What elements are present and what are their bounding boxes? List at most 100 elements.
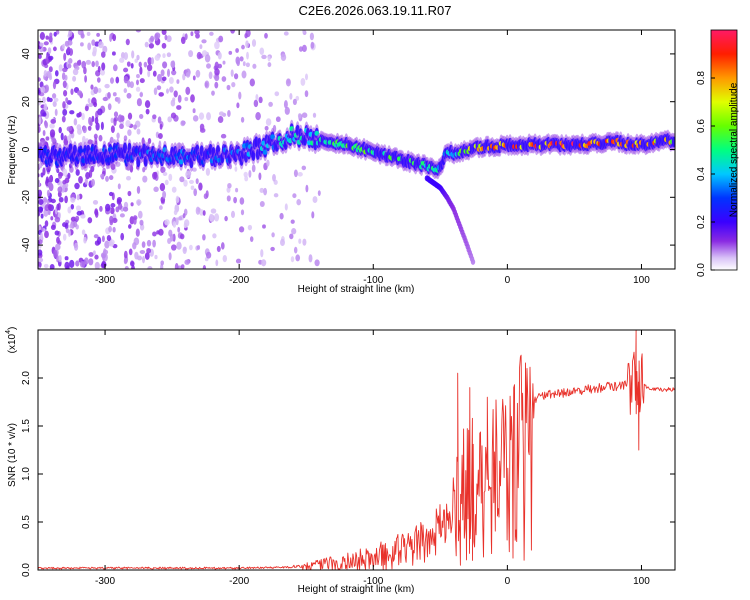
noise-speckle: [304, 73, 309, 81]
noise-speckle: [230, 30, 235, 34]
noise-speckle: [255, 111, 261, 121]
noise-speckle: [135, 30, 142, 33]
noise-speckle: [272, 173, 276, 182]
noise-speckle: [79, 261, 86, 268]
noise-speckle: [42, 112, 47, 117]
noise-speckle: [62, 67, 68, 73]
noise-speckle: [88, 258, 94, 266]
noise-speckle: [50, 224, 56, 231]
noise-speckle: [287, 79, 290, 84]
noise-speckle: [238, 226, 245, 233]
noise-speckle: [135, 86, 141, 92]
noise-speckle: [141, 241, 146, 248]
snr-panel: -300 -200 -100 0 100 0.0 0.5 1.0 1.5 2.0 Height …: [5, 327, 676, 595]
noise-speckle: [93, 133, 98, 140]
noise-speckle: [45, 136, 50, 141]
noise-speckle: [139, 92, 143, 97]
noise-speckle: [161, 30, 167, 35]
noise-speckle: [153, 186, 159, 193]
noise-speckle: [104, 203, 111, 212]
noise-speckle: [94, 254, 99, 260]
noise-speckle: [248, 170, 252, 178]
noise-speckle: [283, 100, 288, 109]
noise-speckle: [119, 57, 125, 63]
noise-speckle: [84, 75, 88, 83]
noise-speckle: [85, 59, 92, 65]
noise-speckle: [123, 258, 128, 265]
noise-speckle: [157, 132, 163, 140]
noise-speckle: [170, 112, 177, 119]
noise-speckle: [137, 210, 143, 219]
noise-speckle: [301, 165, 307, 171]
noise-speckle: [38, 53, 42, 60]
noise-speckle: [63, 89, 68, 97]
noise-speckle: [80, 42, 84, 47]
noise-speckle: [247, 224, 253, 231]
svg-text:(x104): (x104): [5, 327, 18, 354]
noise-speckle: [38, 249, 43, 256]
noise-speckle: [193, 188, 198, 197]
noise-speckle: [280, 53, 287, 62]
noise-speckle: [106, 234, 112, 242]
noise-speckle: [80, 33, 85, 39]
noise-speckle: [170, 60, 176, 68]
noise-speckle: [64, 261, 70, 269]
noise-speckle: [295, 95, 300, 101]
noise-speckle: [273, 193, 279, 198]
y-tick-label: 0: [21, 146, 32, 152]
noise-speckle: [314, 259, 320, 267]
noise-speckle: [119, 213, 125, 218]
noise-speckle: [75, 169, 80, 176]
noise-speckle: [86, 31, 91, 36]
noise-speckle: [138, 61, 142, 68]
noise-speckle: [110, 117, 114, 124]
noise-speckle: [112, 34, 117, 42]
noise-speckle: [162, 190, 167, 199]
noise-speckle: [88, 102, 94, 108]
noise-speckle: [144, 252, 150, 260]
noise-speckle: [159, 205, 163, 210]
noise-speckle: [108, 191, 114, 197]
ridge-core: [78, 148, 84, 154]
noise-speckle: [117, 114, 123, 123]
spectrogram-x-label: Height of straight line (km): [298, 284, 415, 295]
noise-speckle: [184, 33, 188, 40]
noise-speckle: [296, 199, 302, 206]
noise-speckle: [58, 126, 62, 134]
noise-speckle: [115, 76, 120, 84]
noise-speckle: [239, 56, 244, 62]
noise-speckle: [258, 172, 262, 181]
noise-speckle: [116, 132, 120, 139]
noise-speckle: [113, 111, 119, 118]
noise-speckle: [175, 195, 180, 204]
noise-speckle: [226, 195, 231, 202]
noise-speckle: [53, 249, 58, 258]
noise-speckle: [139, 249, 146, 255]
noise-speckle: [69, 259, 75, 268]
snr-x-label: Height of straight line (km): [298, 584, 415, 595]
noise-speckle: [176, 241, 182, 250]
x-tick-label: 100: [633, 275, 650, 286]
noise-speckle: [112, 217, 118, 224]
noise-speckle: [38, 266, 41, 269]
noise-speckle: [43, 263, 49, 269]
noise-speckle: [305, 184, 309, 193]
noise-speckle: [64, 256, 69, 261]
noise-speckle: [221, 76, 227, 82]
noise-speckle: [217, 51, 222, 60]
noise-speckle: [108, 175, 114, 181]
noise-speckle: [199, 44, 203, 50]
noise-speckle: [48, 175, 53, 182]
noise-speckle: [132, 215, 138, 221]
spectrogram-y-ticks: -40 -20 0 20 40: [21, 48, 675, 252]
y-tick-label: 1.0: [21, 467, 32, 481]
noise-speckle: [64, 195, 68, 204]
noise-speckle: [127, 112, 133, 120]
noise-speckle: [233, 196, 237, 204]
noise-speckle: [162, 171, 168, 176]
noise-speckle: [48, 66, 53, 73]
noise-speckle: [259, 47, 265, 55]
noise-speckle: [184, 259, 190, 265]
noise-speckle: [91, 61, 95, 68]
